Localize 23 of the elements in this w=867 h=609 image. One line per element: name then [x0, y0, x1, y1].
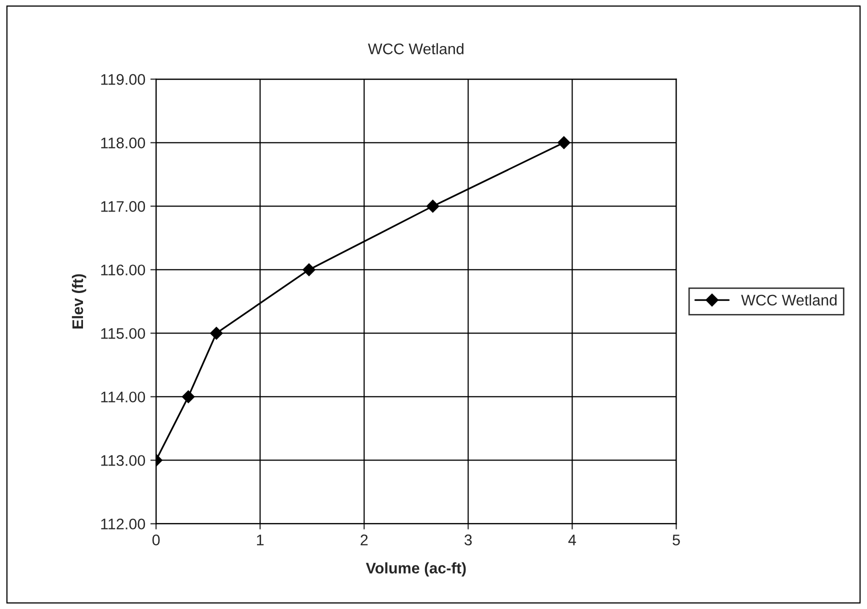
y-tick-label: 118.00 — [101, 138, 146, 148]
y-tick-label: 116.00 — [101, 264, 146, 276]
x-tick-label: 1 — [257, 534, 264, 546]
point — [426, 200, 440, 213]
y-tick-label: 117.00 — [101, 201, 146, 212]
x-tick-label: 5 — [672, 534, 680, 546]
y-tick-label: 112.00 — [101, 518, 146, 530]
x-axis-title: Volume (ac-ft) — [366, 562, 466, 577]
point — [557, 136, 570, 150]
x-tick-label: 0 — [152, 534, 160, 546]
y-tick-label: 119.00 — [101, 74, 146, 85]
legend-label: WCC Wetland — [741, 294, 837, 306]
point — [302, 263, 316, 276]
y-tick-label: 113.00 — [101, 455, 146, 466]
x-tick-label: 2 — [360, 534, 368, 546]
y-tick-label: 115.00 — [101, 328, 146, 339]
point — [182, 390, 195, 404]
point — [210, 326, 223, 340]
x-tick-label: 4 — [568, 534, 576, 546]
y-axis-title: Elev (ft) — [72, 274, 86, 328]
chart-title: WCC Wetland — [368, 43, 464, 54]
x-tick-label: 3 — [464, 534, 472, 546]
y-tick-label: 114.00 — [101, 392, 146, 402]
